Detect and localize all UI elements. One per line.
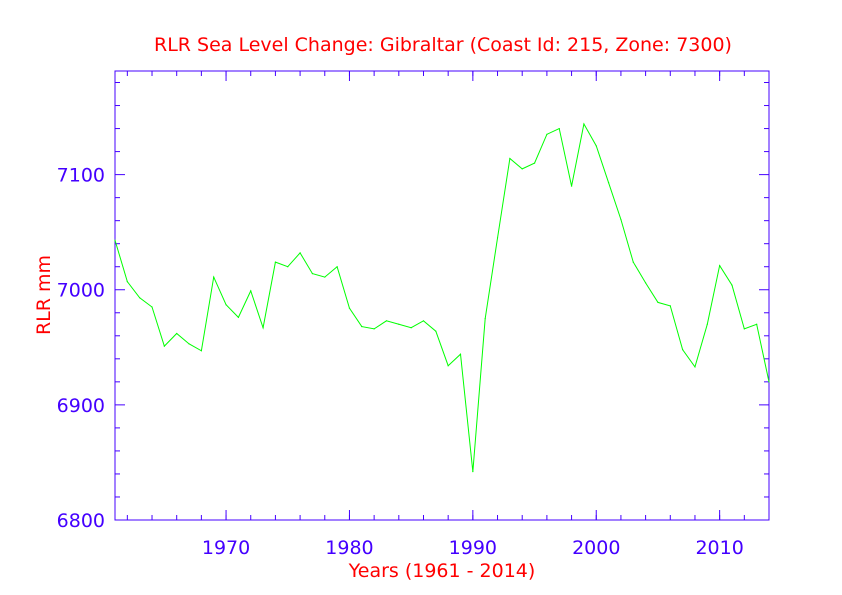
data-point [250, 290, 252, 292]
data-point [213, 276, 215, 278]
data-point [114, 239, 116, 241]
series-line-gibraltar [114, 122, 770, 472]
data-point [237, 316, 239, 318]
data-point [657, 301, 659, 304]
data-point [484, 317, 486, 320]
data-point [188, 343, 190, 345]
data-point [126, 281, 128, 283]
data-point [595, 145, 597, 147]
data-point [163, 345, 165, 347]
data-point [262, 327, 264, 329]
data-point [435, 330, 437, 332]
data-point [583, 123, 585, 125]
data-point [645, 282, 647, 284]
data-point [274, 261, 277, 263]
data-point [447, 365, 449, 367]
data-point [348, 307, 351, 309]
data-point [558, 127, 560, 130]
data-point [324, 276, 326, 278]
x-tick-label: 2000 [572, 537, 620, 559]
data-point [385, 320, 388, 322]
data-point [422, 320, 425, 322]
data-points [114, 123, 770, 473]
x-axis-label: Years (1961 - 2014) [348, 560, 536, 582]
data-point [225, 304, 227, 306]
data-point [200, 350, 202, 352]
y-tick-label: 6900 [57, 395, 105, 417]
data-point [398, 323, 400, 325]
data-point [521, 168, 523, 170]
data-point [756, 323, 758, 325]
data-point [472, 471, 474, 473]
x-tick-label: 1990 [449, 537, 497, 559]
data-point [632, 261, 634, 263]
data-point [410, 327, 412, 329]
data-point [496, 237, 499, 239]
data-point [719, 264, 721, 267]
data-point [706, 323, 708, 325]
plot-frame [114, 70, 770, 521]
y-tick-label: 6800 [57, 510, 105, 532]
x-tick-label: 1980 [325, 537, 373, 559]
data-point [176, 332, 178, 335]
chart-title: RLR Sea Level Change: Gibraltar (Coast I… [154, 34, 732, 56]
y-tick-labels: 6800 6900 7000 7100 [57, 165, 105, 532]
data-point [533, 162, 536, 164]
data-point [287, 266, 289, 268]
y-axis-label: RLR mm [33, 255, 55, 335]
y-tick-label: 7100 [57, 165, 105, 187]
data-point [361, 325, 363, 328]
data-point [694, 366, 696, 368]
data-point [459, 353, 462, 355]
x-tick-labels: 1970 1980 1990 2000 2010 [202, 537, 744, 559]
data-point [311, 273, 314, 275]
data-point [570, 185, 573, 187]
y-tick-label: 7000 [57, 280, 105, 302]
x-tick-label: 1970 [202, 537, 250, 559]
data-point [546, 133, 548, 135]
ticks-layer [115, 71, 770, 521]
data-point [336, 266, 338, 268]
data-point [669, 305, 671, 307]
data-point [768, 381, 770, 383]
data-point [373, 328, 375, 330]
data-point [139, 297, 141, 299]
data-point [299, 252, 301, 254]
data-point [620, 218, 622, 221]
data-point [731, 284, 733, 286]
data-point [682, 349, 684, 351]
data-point [151, 306, 153, 308]
data-point [743, 328, 745, 330]
data-point [509, 157, 511, 160]
data-point [607, 182, 610, 184]
x-tick-label: 2010 [695, 537, 743, 559]
